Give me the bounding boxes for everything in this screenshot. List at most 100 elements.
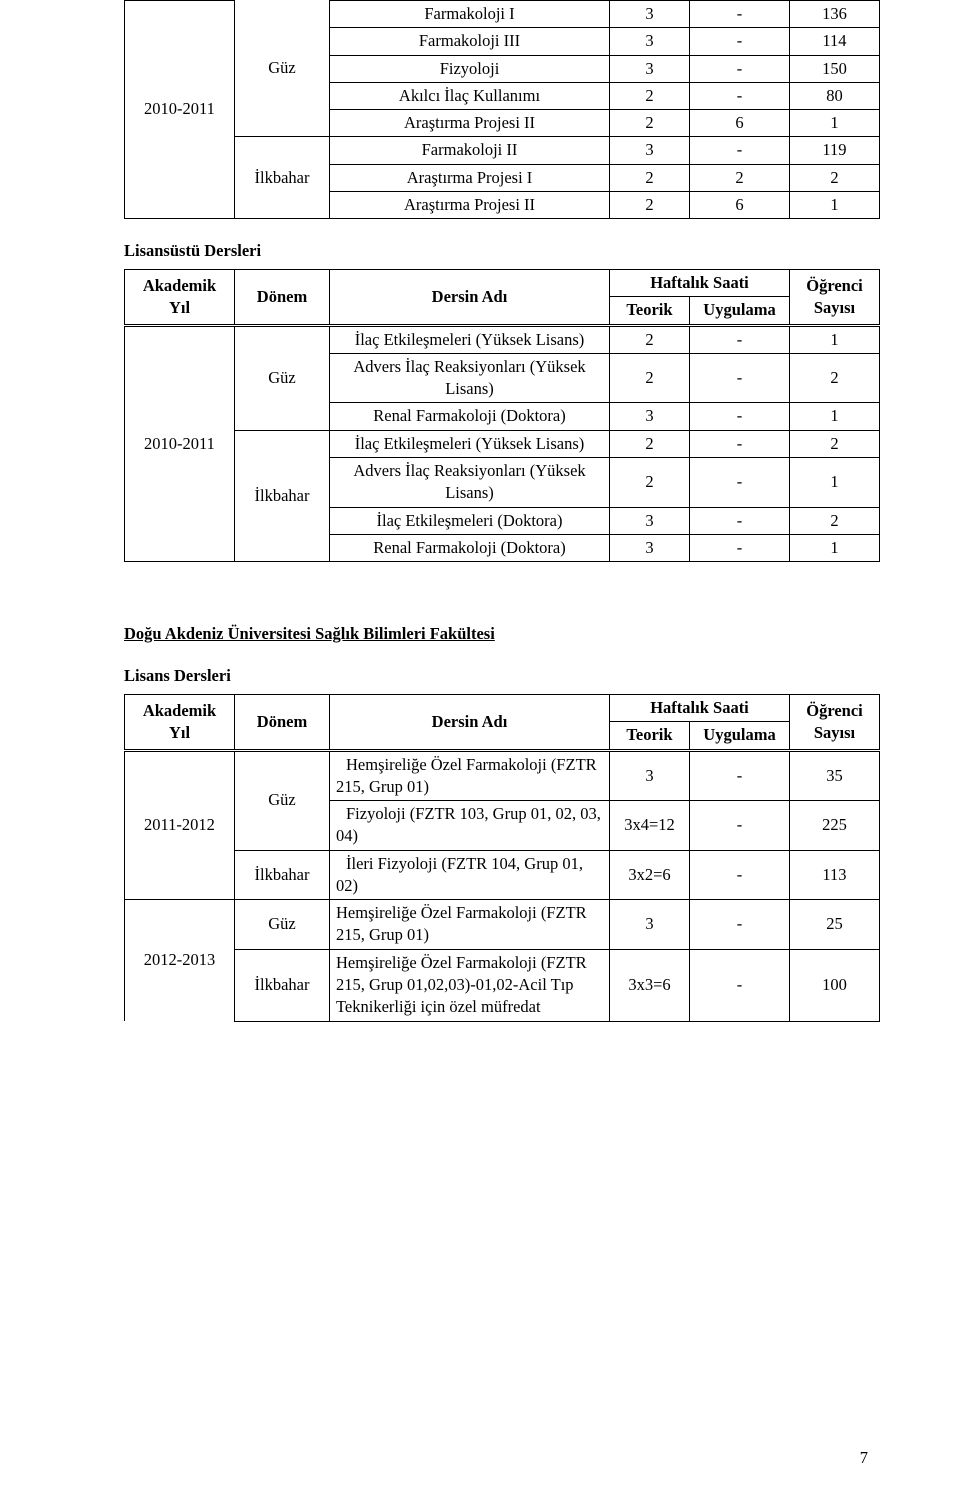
cell-course: İlaç Etkileşmeleri (Doktora) bbox=[330, 507, 610, 534]
cell-uygulama: - bbox=[690, 1, 790, 28]
table-row: 2012-2013 Güz Hemşireliğe Özel Farmakolo… bbox=[125, 900, 880, 950]
heading-dau: Doğu Akdeniz Üniversitesi Sağlık Bilimle… bbox=[124, 624, 868, 644]
col-uygulama: Uygulama bbox=[690, 722, 790, 750]
cell-course: Hemşireliğe Özel Farmakoloji (FZTR 215, … bbox=[330, 900, 610, 950]
page-number: 7 bbox=[860, 1448, 868, 1468]
table-row: 2010-2011 Güz İlaç Etkileşmeleri (Yüksek… bbox=[125, 325, 880, 353]
cell-uygulama: - bbox=[690, 82, 790, 109]
cell-uygulama: 6 bbox=[690, 110, 790, 137]
cell-course: Renal Farmakoloji (Doktora) bbox=[330, 534, 610, 561]
cell-uygulama: - bbox=[690, 900, 790, 950]
cell-uygulama: - bbox=[690, 534, 790, 561]
cell-year: 2010-2011 bbox=[125, 1, 235, 219]
cell-teorik: 3x3=6 bbox=[610, 949, 690, 1021]
cell-sayisi: 1 bbox=[790, 534, 880, 561]
cell-sayisi: 225 bbox=[790, 801, 880, 851]
heading-lisans: Lisans Dersleri bbox=[124, 666, 868, 686]
cell-term: İlkbahar bbox=[235, 949, 330, 1021]
col-teorik: Teorik bbox=[610, 297, 690, 325]
cell-sayisi: 2 bbox=[790, 507, 880, 534]
cell-sayisi: 1 bbox=[790, 403, 880, 430]
cell-uygulama: - bbox=[690, 850, 790, 900]
cell-sayisi: 2 bbox=[790, 164, 880, 191]
table-row: İlkbahar İleri Fizyoloji (FZTR 104, Grup… bbox=[125, 850, 880, 900]
cell-sayisi: 1 bbox=[790, 325, 880, 353]
table-lisansustu: Akademik Yıl Dönem Dersin Adı Haftalık S… bbox=[124, 269, 880, 562]
cell-teorik: 2 bbox=[610, 430, 690, 457]
cell-sayisi: 1 bbox=[790, 110, 880, 137]
col-haftalik: Haftalık Saati bbox=[610, 695, 790, 722]
cell-year: 2011-2012 bbox=[125, 750, 235, 900]
cell-sayisi: 80 bbox=[790, 82, 880, 109]
cell-sayisi: 150 bbox=[790, 55, 880, 82]
cell-sayisi: 100 bbox=[790, 949, 880, 1021]
col-sayisi: Öğrenci Sayısı bbox=[790, 695, 880, 751]
cell-course: Hemşireliğe Özel Farmakoloji (FZTR 215, … bbox=[330, 750, 610, 801]
cell-sayisi: 1 bbox=[790, 457, 880, 507]
cell-sayisi: 25 bbox=[790, 900, 880, 950]
cell-sayisi: 2 bbox=[790, 353, 880, 403]
heading-lisansustu: Lisansüstü Dersleri bbox=[124, 241, 868, 261]
table-row: 2011-2012 Güz Hemşireliğe Özel Farmakolo… bbox=[125, 750, 880, 801]
cell-course: Farmakoloji I bbox=[330, 1, 610, 28]
cell-uygulama: - bbox=[690, 403, 790, 430]
spacer bbox=[124, 562, 868, 602]
cell-teorik: 3 bbox=[610, 750, 690, 801]
cell-teorik: 2 bbox=[610, 191, 690, 218]
col-ders: Dersin Adı bbox=[330, 270, 610, 326]
cell-term: İlkbahar bbox=[235, 137, 330, 219]
col-donem: Dönem bbox=[235, 270, 330, 326]
cell-teorik: 3 bbox=[610, 534, 690, 561]
cell-term: Güz bbox=[235, 750, 330, 850]
col-yil: Akademik Yıl bbox=[125, 270, 235, 326]
cell-course: Renal Farmakoloji (Doktora) bbox=[330, 403, 610, 430]
table-header-row: Akademik Yıl Dönem Dersin Adı Haftalık S… bbox=[125, 695, 880, 722]
cell-uygulama: - bbox=[690, 55, 790, 82]
cell-uygulama: - bbox=[690, 430, 790, 457]
cell-teorik: 2 bbox=[610, 164, 690, 191]
cell-uygulama: - bbox=[690, 949, 790, 1021]
cell-course: Akılcı İlaç Kullanımı bbox=[330, 82, 610, 109]
cell-sayisi: 2 bbox=[790, 430, 880, 457]
cell-uygulama: - bbox=[690, 137, 790, 164]
cell-term: İlkbahar bbox=[235, 430, 330, 561]
cell-teorik: 2 bbox=[610, 353, 690, 403]
cell-teorik: 2 bbox=[610, 110, 690, 137]
table-row: 2010-2011 Güz Farmakoloji I 3 - 136 bbox=[125, 1, 880, 28]
table-row: İlkbahar Farmakoloji II 3 - 119 bbox=[125, 137, 880, 164]
cell-sayisi: 119 bbox=[790, 137, 880, 164]
cell-course: Farmakoloji III bbox=[330, 28, 610, 55]
cell-course: İlaç Etkileşmeleri (Yüksek Lisans) bbox=[330, 325, 610, 353]
table-lisans: Akademik Yıl Dönem Dersin Adı Haftalık S… bbox=[124, 694, 880, 1021]
cell-year: 2010-2011 bbox=[125, 325, 235, 561]
col-teorik: Teorik bbox=[610, 722, 690, 750]
table-top: 2010-2011 Güz Farmakoloji I 3 - 136 Farm… bbox=[124, 0, 880, 219]
col-haftalik: Haftalık Saati bbox=[610, 270, 790, 297]
cell-sayisi: 35 bbox=[790, 750, 880, 801]
cell-teorik: 3 bbox=[610, 900, 690, 950]
cell-teorik: 3 bbox=[610, 55, 690, 82]
col-sayisi: Öğrenci Sayısı bbox=[790, 270, 880, 326]
cell-course: Fizyoloji (FZTR 103, Grup 01, 02, 03, 04… bbox=[330, 801, 610, 851]
cell-uygulama: 6 bbox=[690, 191, 790, 218]
table-row: İlkbahar İlaç Etkileşmeleri (Yüksek Lisa… bbox=[125, 430, 880, 457]
cell-teorik: 3 bbox=[610, 507, 690, 534]
cell-term: Güz bbox=[235, 1, 330, 137]
page: 2010-2011 Güz Farmakoloji I 3 - 136 Farm… bbox=[0, 0, 960, 1504]
cell-course: Araştırma Projesi II bbox=[330, 191, 610, 218]
cell-uygulama: - bbox=[690, 28, 790, 55]
cell-teorik: 3 bbox=[610, 137, 690, 164]
cell-teorik: 3x4=12 bbox=[610, 801, 690, 851]
cell-uygulama: - bbox=[690, 325, 790, 353]
col-donem: Dönem bbox=[235, 695, 330, 751]
table-row: İlkbahar Hemşireliğe Özel Farmakoloji (F… bbox=[125, 949, 880, 1021]
cell-teorik: 2 bbox=[610, 82, 690, 109]
cell-sayisi: 1 bbox=[790, 191, 880, 218]
cell-course: Advers İlaç Reaksiyonları (Yüksek Lisans… bbox=[330, 353, 610, 403]
cell-course: Hemşireliğe Özel Farmakoloji (FZTR 215, … bbox=[330, 949, 610, 1021]
cell-course: İlaç Etkileşmeleri (Yüksek Lisans) bbox=[330, 430, 610, 457]
cell-uygulama: - bbox=[690, 457, 790, 507]
cell-sayisi: 114 bbox=[790, 28, 880, 55]
cell-course: Farmakoloji II bbox=[330, 137, 610, 164]
cell-uygulama: - bbox=[690, 507, 790, 534]
